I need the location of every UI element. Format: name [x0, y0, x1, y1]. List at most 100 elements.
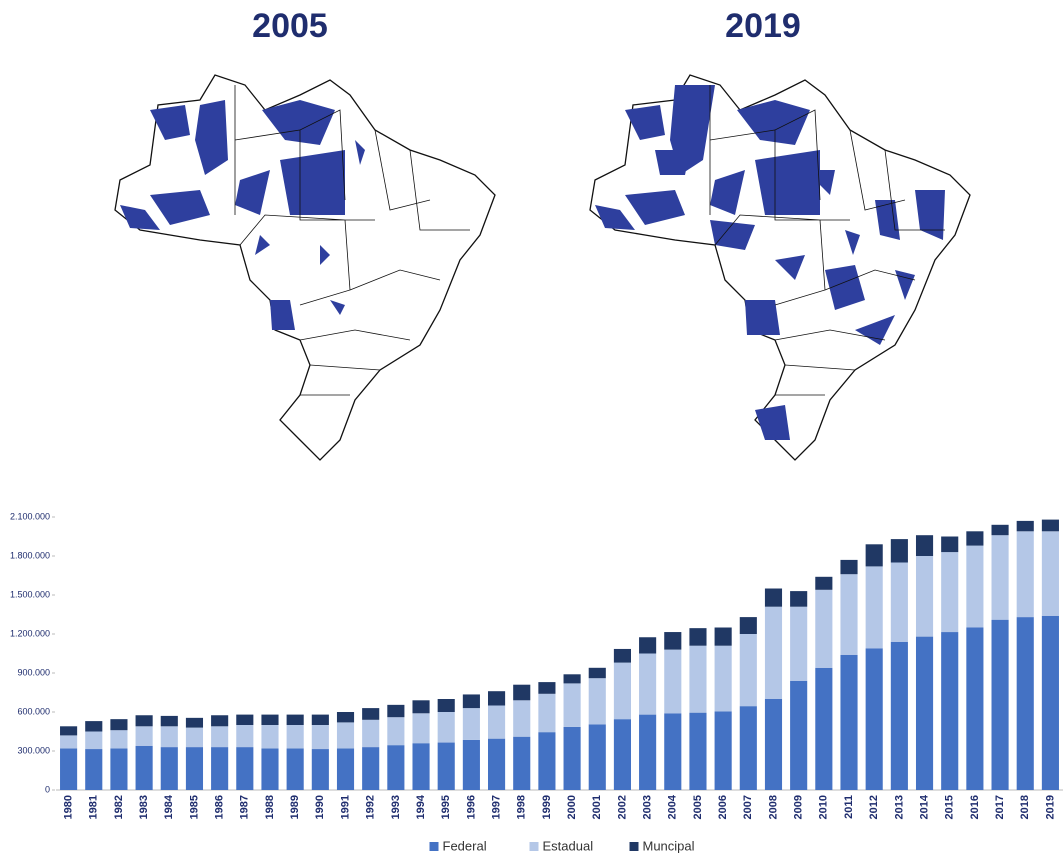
x-tick-label: 2010	[818, 795, 830, 819]
bar-segment	[840, 654, 858, 790]
bar-segment	[714, 627, 732, 646]
map-2019: 2019	[589, 7, 971, 461]
bar-segment	[412, 700, 430, 714]
bar-segment	[639, 714, 657, 790]
bar-segment	[185, 747, 204, 790]
bar-segment	[941, 632, 959, 790]
bar-segment	[311, 749, 329, 790]
bar-segment	[110, 719, 128, 731]
y-tick-label: 600.000	[17, 706, 50, 716]
bar-segment	[538, 693, 556, 733]
x-tick-label: 1990	[314, 795, 326, 819]
bar-segment	[311, 714, 329, 725]
bar-segment	[513, 736, 531, 790]
bar-segment	[236, 747, 254, 790]
bar-segment	[462, 739, 480, 790]
bar-segment	[966, 627, 984, 790]
bar-segment	[236, 714, 254, 725]
bar-segment	[286, 748, 304, 790]
x-tick-label: 1987	[239, 795, 251, 819]
x-tick-label: 1998	[516, 795, 528, 819]
legend-swatch	[629, 842, 639, 851]
bar-segment	[815, 589, 833, 668]
x-tick-label: 1994	[415, 794, 427, 819]
bar-segment	[1016, 617, 1034, 790]
bar-segment	[815, 667, 833, 790]
bar-segment	[664, 649, 682, 714]
y-tick-label: 1.500.000	[10, 589, 50, 599]
bar-segment	[890, 641, 908, 790]
bar-segment	[387, 704, 405, 718]
bar-segment	[412, 743, 430, 790]
y-tick-label: 300.000	[17, 745, 50, 755]
bar-segment	[613, 648, 631, 663]
bar-segment	[639, 637, 657, 654]
bar-segment	[664, 632, 682, 650]
bar-segment	[60, 748, 78, 790]
bar-segment	[840, 574, 858, 655]
bar-segment	[85, 749, 103, 790]
bar-segment	[160, 747, 178, 790]
x-tick-label: 2008	[767, 795, 779, 819]
bar-segment	[1016, 531, 1034, 618]
bar-segment	[764, 699, 783, 790]
bar-segment	[941, 552, 959, 633]
bar-segment	[437, 712, 455, 743]
x-tick-label: 2001	[591, 795, 603, 819]
bar-segment	[488, 705, 506, 739]
x-tick-label: 2007	[742, 795, 754, 819]
bar-segment	[714, 645, 732, 712]
bar-segment	[588, 667, 606, 679]
bar-segment	[110, 748, 128, 790]
bar-segment	[336, 722, 355, 749]
bar-segment	[739, 617, 757, 634]
y-tick-label: 2.100.000	[10, 511, 50, 521]
bar-segment	[211, 715, 229, 727]
x-tick-label: 2014	[918, 794, 930, 819]
bar-segment	[211, 726, 229, 748]
x-tick-label: 1981	[88, 795, 100, 819]
legend-label: Muncipal	[643, 838, 695, 853]
bar-segment	[211, 747, 229, 790]
bar-segment	[538, 682, 556, 694]
bar-segment	[362, 708, 380, 720]
bar-segment	[236, 725, 254, 748]
x-tick-label: 2017	[994, 795, 1006, 819]
bar-segment	[160, 726, 178, 748]
bar-segment	[588, 724, 606, 790]
bar-segment	[1041, 531, 1059, 616]
x-tick-label: 1991	[339, 795, 351, 819]
x-tick-label: 2013	[893, 795, 905, 819]
x-tick-label: 2019	[1044, 795, 1056, 819]
x-tick-label: 2002	[616, 795, 628, 819]
x-tick-label: 2009	[793, 795, 805, 819]
bar-segment	[60, 726, 78, 736]
x-tick-label: 1982	[113, 795, 125, 819]
bar-segment	[790, 680, 808, 790]
bar-segment	[311, 725, 329, 750]
x-tick-label: 2011	[843, 795, 855, 819]
x-tick-label: 1980	[62, 795, 74, 819]
bar-segment	[890, 562, 908, 642]
map-title: 2019	[725, 7, 801, 45]
bar-segment	[488, 691, 506, 706]
map-title: 2005	[252, 7, 328, 45]
x-tick-label: 2005	[692, 795, 704, 819]
bar-segment	[462, 694, 480, 709]
bar-segment	[588, 678, 606, 725]
bar-segment	[135, 745, 153, 790]
bar-segment	[488, 738, 506, 790]
x-tick-label: 1995	[440, 795, 452, 819]
bar-segment	[563, 726, 581, 790]
bar-segment	[387, 717, 405, 746]
x-tick-label: 1984	[163, 794, 175, 819]
bar-segment	[135, 726, 153, 746]
bar-segment	[336, 748, 355, 790]
bar-segment	[815, 576, 833, 590]
bar-segment	[714, 711, 732, 790]
bar-segment	[362, 719, 380, 748]
bar-segment	[286, 714, 304, 725]
bar-segment	[1041, 615, 1059, 790]
bar-segment	[689, 645, 707, 713]
bar-segment	[563, 674, 581, 684]
